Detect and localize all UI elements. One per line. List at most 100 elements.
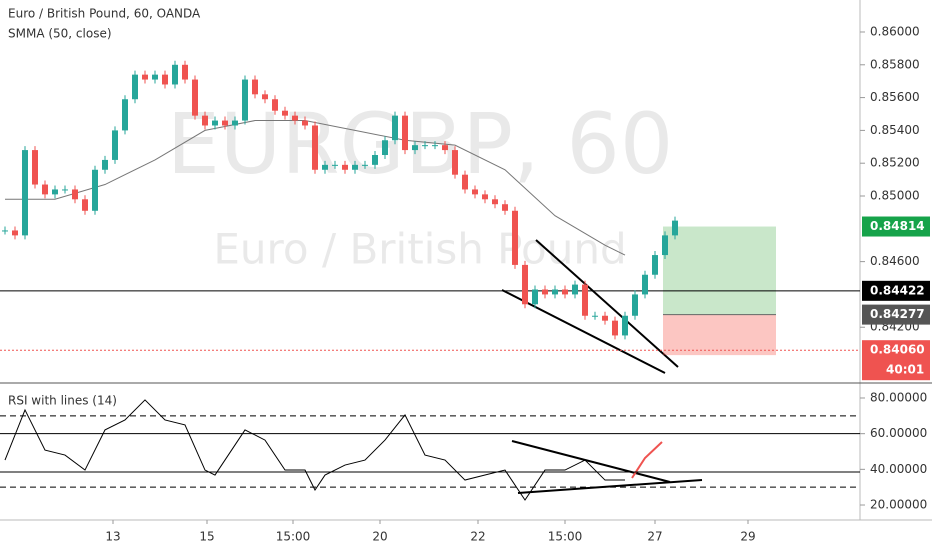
candle — [192, 79, 198, 116]
candle — [402, 115, 408, 151]
level-label-bg — [862, 340, 930, 381]
y-tick-label: 0.85600 — [870, 90, 920, 104]
candle — [262, 94, 268, 100]
candle — [312, 125, 318, 170]
target-label: 0.84814 — [870, 219, 925, 233]
y-tick-label: 0.84600 — [870, 254, 920, 268]
candle — [512, 210, 518, 265]
level-label: 0.84060 — [870, 343, 925, 357]
candle — [672, 220, 678, 236]
candle — [252, 79, 258, 95]
candle — [462, 174, 468, 190]
candle — [182, 64, 188, 80]
candle — [642, 274, 648, 295]
candle — [62, 189, 68, 191]
trend-line — [501, 289, 666, 374]
candle — [562, 289, 568, 295]
entry-label-bg — [862, 304, 930, 325]
smma-line — [5, 120, 626, 256]
candle — [412, 145, 418, 151]
drawing-arrow — [631, 441, 663, 479]
x-tick-label: 13 — [105, 530, 120, 544]
candle — [22, 150, 28, 236]
rsi-y-tick-label: 40.00000 — [870, 462, 927, 476]
candle — [112, 130, 118, 160]
candle — [82, 199, 88, 211]
candle — [372, 155, 378, 165]
candle — [362, 164, 368, 166]
loss-zone — [663, 314, 776, 356]
candle — [272, 99, 278, 111]
candle — [322, 164, 328, 170]
candle — [332, 164, 338, 166]
candle — [232, 120, 238, 126]
candle — [132, 74, 138, 100]
level-label-bg — [862, 280, 930, 301]
watermark-sub: Euro / British Pound — [213, 225, 626, 274]
candle — [122, 99, 128, 131]
y-tick-label: 0.85400 — [870, 123, 920, 137]
candle — [432, 145, 438, 147]
x-tick-label: 29 — [740, 530, 755, 544]
candle — [12, 230, 18, 236]
candle — [282, 110, 288, 116]
candle — [2, 230, 8, 232]
candle — [392, 115, 398, 141]
candle — [292, 115, 298, 121]
candle — [522, 264, 528, 305]
watermark: EURGBP, 60 — [167, 95, 674, 193]
indicator-label: SMMA (50, close) — [8, 27, 112, 41]
y-tick-label: 0.86000 — [870, 24, 920, 38]
candle — [532, 289, 538, 305]
candle — [152, 74, 158, 80]
candle — [342, 164, 348, 170]
candle — [212, 120, 218, 126]
y-tick-label: 0.85000 — [870, 189, 920, 203]
rsi-y-tick-label: 60.00000 — [870, 426, 927, 440]
candle — [202, 115, 208, 126]
candle — [72, 189, 78, 200]
rsi-y-tick-label: 80.00000 — [870, 390, 927, 404]
rsi-line — [4, 399, 625, 501]
target-label-bg — [862, 216, 930, 237]
y-tick-label: 0.85800 — [870, 57, 920, 71]
candle — [142, 74, 148, 80]
x-tick-label: 22 — [470, 530, 485, 544]
candle — [632, 294, 638, 316]
candle — [162, 74, 168, 85]
x-tick-label: 15:00 — [548, 530, 583, 544]
trend-line — [517, 479, 703, 494]
candle — [502, 204, 508, 211]
level-label: 0.84422 — [870, 283, 925, 297]
candle — [582, 284, 588, 316]
candle — [42, 184, 48, 195]
candle — [542, 289, 548, 295]
candle — [572, 284, 578, 295]
x-tick-label: 15 — [199, 530, 214, 544]
candle — [442, 145, 448, 151]
candle — [222, 120, 228, 126]
x-tick-label: 15:00 — [276, 530, 311, 544]
candle — [302, 120, 308, 126]
candle — [452, 150, 458, 175]
rsi-y-tick-label: 20.00000 — [870, 498, 927, 512]
candle — [662, 235, 668, 256]
candle — [612, 320, 618, 336]
chart-title: Euro / British Pound, 60, OANDA — [8, 7, 201, 21]
rsi-title: RSI with lines (14) — [8, 394, 117, 408]
candle — [242, 79, 248, 121]
y-tick-label: 0.85200 — [870, 156, 920, 170]
candle — [482, 194, 488, 200]
candle — [382, 140, 388, 156]
candle — [492, 199, 498, 205]
trend-line — [535, 239, 679, 368]
x-tick-label: 20 — [372, 530, 387, 544]
profit-zone — [663, 226, 776, 315]
candle — [92, 169, 98, 211]
candle — [422, 145, 428, 147]
entry-label: 0.84277 — [870, 307, 925, 321]
candle — [52, 189, 58, 195]
candle — [592, 315, 598, 317]
